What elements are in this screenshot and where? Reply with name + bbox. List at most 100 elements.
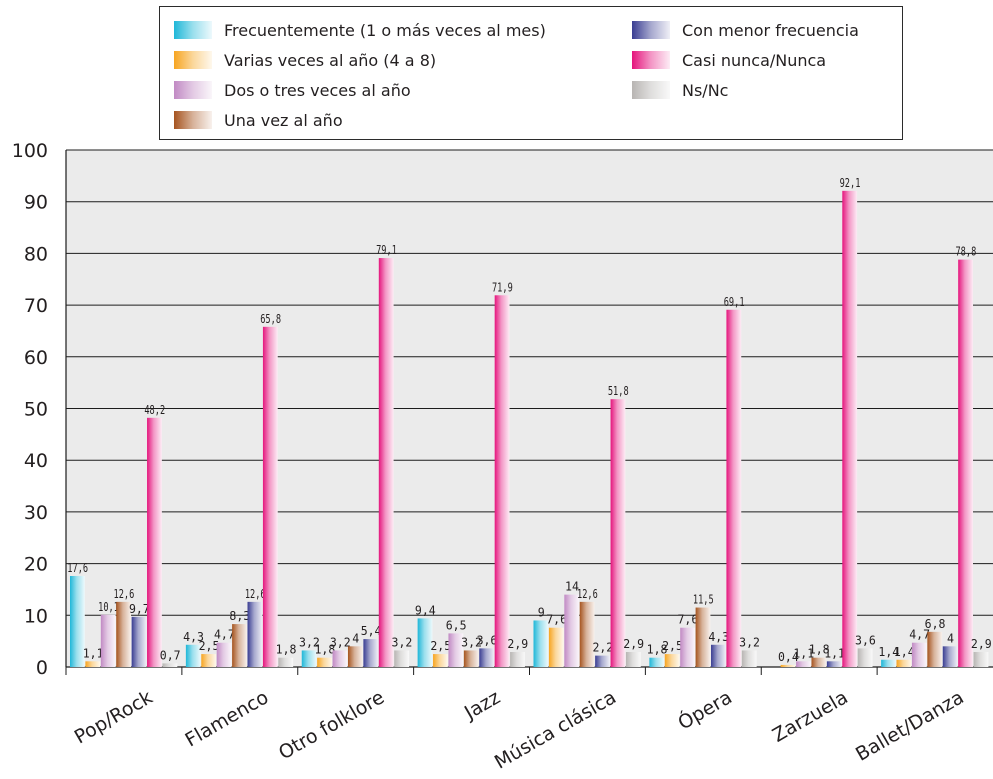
legend-item[interactable]: Varias veces al año (4 a 8) xyxy=(174,49,436,71)
y-tick-label: 10 xyxy=(24,605,48,627)
data-label: 1,8 xyxy=(314,642,335,657)
legend-item[interactable]: Casi nunca/Nunca xyxy=(632,49,826,71)
bar xyxy=(780,664,796,667)
data-label: 1,8 xyxy=(647,642,668,657)
bar xyxy=(796,661,811,667)
bar xyxy=(301,650,317,667)
legend-swatch xyxy=(174,111,212,129)
data-label: 3,6 xyxy=(477,632,498,647)
legend-swatch xyxy=(174,81,212,99)
legend: Frecuentemente (1 o más veces al mes) Va… xyxy=(159,6,903,140)
y-tick-label: 60 xyxy=(24,347,48,369)
bar xyxy=(973,652,989,667)
y-tick-label: 30 xyxy=(24,502,48,524)
legend-item[interactable]: Frecuentemente (1 o más veces al mes) xyxy=(174,19,546,41)
bar xyxy=(958,259,973,667)
bar xyxy=(857,648,873,667)
data-label: 1,1 xyxy=(824,645,845,660)
bar xyxy=(332,650,348,667)
data-label: 1,8 xyxy=(809,642,830,657)
data-label: 2,5 xyxy=(662,638,683,653)
legend-item[interactable]: Ns/Nc xyxy=(632,79,728,101)
data-label: 3,2 xyxy=(330,634,351,649)
data-label: 1,4 xyxy=(878,644,899,659)
y-tick-label: 40 xyxy=(24,450,48,472)
legend-label: Con menor frecuencia xyxy=(682,20,859,40)
data-label: 6,8 xyxy=(925,616,946,631)
data-label: 78,8 xyxy=(955,244,976,259)
data-label: 4,3 xyxy=(708,629,729,644)
bar xyxy=(625,652,641,667)
y-tick-label: 70 xyxy=(24,295,48,317)
bar xyxy=(564,594,580,667)
bar xyxy=(842,190,858,667)
data-label: 2,5 xyxy=(430,638,451,653)
bar xyxy=(494,295,510,667)
data-label: 65,8 xyxy=(260,311,281,326)
legend-swatch xyxy=(632,81,670,99)
legend-item[interactable]: Una vez al año xyxy=(174,109,343,131)
bar xyxy=(394,650,410,667)
legend-label: Dos o tres veces al año xyxy=(224,80,411,100)
bar xyxy=(741,650,757,667)
data-label: 4 xyxy=(947,630,954,645)
data-label: 3,6 xyxy=(855,632,876,647)
x-tick-label: Pop/Rock xyxy=(71,686,157,748)
bar xyxy=(610,399,626,667)
bar xyxy=(317,657,332,667)
data-label: 5,4 xyxy=(361,623,382,638)
data-label: 51,8 xyxy=(608,383,629,398)
legend-item[interactable]: Con menor frecuencia xyxy=(632,19,859,41)
bar xyxy=(100,614,116,667)
data-label: 4 xyxy=(352,630,359,645)
data-label: 12,6 xyxy=(577,586,598,601)
bar xyxy=(695,607,711,667)
legend-label: Una vez al año xyxy=(224,110,343,130)
x-tick-label: Jazz xyxy=(460,686,504,724)
data-label: 3,2 xyxy=(299,634,320,649)
data-label: 1,1 xyxy=(793,645,814,660)
data-label: 7,6 xyxy=(677,612,698,627)
bar xyxy=(711,644,726,667)
bar xyxy=(363,639,379,667)
legend-label: Casi nunca/Nunca xyxy=(682,50,827,70)
bar xyxy=(448,633,464,667)
data-label: 1,4 xyxy=(894,644,915,659)
bar xyxy=(510,652,525,667)
data-label: 14 xyxy=(565,579,579,594)
data-label: 11,5 xyxy=(693,592,714,607)
bar xyxy=(417,618,433,667)
data-label: 3,2 xyxy=(392,634,413,649)
x-tick-label: Ballet/Danza xyxy=(852,686,968,765)
bar xyxy=(147,417,162,667)
legend-label: Ns/Nc xyxy=(682,80,729,100)
data-label: 4,7 xyxy=(909,627,930,642)
bar xyxy=(942,646,958,667)
data-label: 2,5 xyxy=(199,638,220,653)
legend-swatch xyxy=(174,21,212,39)
y-tick-label: 80 xyxy=(24,243,48,265)
bar xyxy=(811,657,827,667)
bar xyxy=(185,644,201,667)
bar xyxy=(347,646,363,667)
bar xyxy=(664,654,680,667)
bar xyxy=(463,650,479,667)
x-tick-label: Zarzuela xyxy=(769,686,852,747)
data-label: 9,4 xyxy=(415,602,436,617)
y-tick-label: 20 xyxy=(24,554,48,576)
data-label: 69,1 xyxy=(724,294,745,309)
bar xyxy=(896,659,912,667)
bar xyxy=(911,642,927,667)
y-tick-label: 50 xyxy=(24,399,48,421)
bar xyxy=(262,326,278,667)
data-label: 48,2 xyxy=(144,402,165,417)
legend-item[interactable]: Dos o tres veces al año xyxy=(174,79,411,101)
data-label: 3,2 xyxy=(739,634,760,649)
y-tick-label: 100 xyxy=(12,140,48,162)
bar xyxy=(649,657,665,667)
data-label: 0,4 xyxy=(778,649,799,664)
bar xyxy=(881,659,896,667)
data-label: 12,6 xyxy=(114,586,135,601)
bar xyxy=(378,258,394,667)
